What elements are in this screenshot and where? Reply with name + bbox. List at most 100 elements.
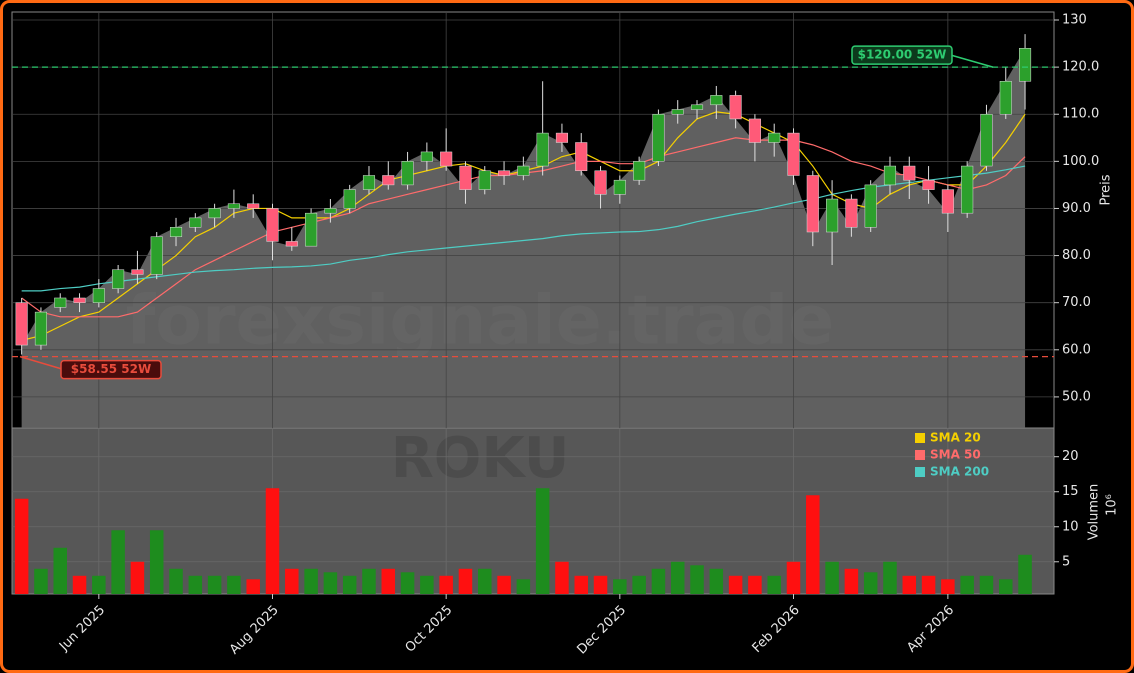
y-axis-label: Preis [1099, 174, 1114, 205]
volume-bar [960, 575, 974, 594]
level-label-box [60, 359, 162, 380]
legend-label: SMA 50 [930, 448, 981, 462]
legend-label: SMA 200 [930, 465, 989, 479]
candle-body [690, 104, 704, 110]
candle-body [922, 179, 935, 190]
candle-body [324, 208, 337, 214]
volume-bar [130, 561, 145, 594]
candle-body [305, 212, 318, 247]
volume-bar [863, 572, 878, 594]
y-tick-label: 100.0 [1062, 154, 1099, 169]
candle-body [729, 95, 742, 120]
legend-swatch [915, 467, 925, 477]
volume-bar [92, 575, 106, 594]
volume-bar [400, 572, 415, 594]
candle-body [864, 184, 877, 228]
y-tick-label: 20 [1062, 449, 1079, 464]
volume-bar [613, 579, 627, 594]
candle-body [536, 132, 549, 167]
candle-body [710, 95, 723, 106]
volume-bar [670, 561, 685, 594]
y-tick-label: 90.0 [1062, 201, 1091, 216]
candle-body [382, 175, 395, 186]
volume-bar [632, 575, 646, 594]
candle-body [652, 113, 665, 162]
volume-bar [381, 568, 396, 594]
volume-bar [941, 579, 955, 594]
volume-bar [72, 575, 87, 594]
candle-body [517, 165, 530, 176]
candle-body [169, 227, 183, 237]
candle-body [73, 297, 86, 303]
y-tick-label: 50.0 [1062, 389, 1091, 404]
y-tick-label: 15 [1062, 484, 1079, 499]
candle-body [999, 81, 1012, 115]
volume-bar [902, 575, 917, 594]
candle-body [671, 109, 684, 115]
candle-body [54, 297, 67, 308]
volume-bar [806, 495, 820, 594]
legend-swatch [915, 450, 925, 460]
level-arrow [19, 355, 65, 371]
candle-body [941, 189, 954, 214]
legend-swatch [915, 433, 925, 443]
candle-body [362, 175, 376, 190]
volume-bar [786, 561, 801, 594]
candle-body [343, 189, 356, 209]
volume-bar [921, 575, 936, 594]
volume-bar [420, 575, 434, 594]
volume-bar [53, 547, 67, 594]
candle-body [150, 236, 163, 275]
candle-body [961, 165, 974, 214]
volume-bar [34, 568, 48, 594]
candle-body [208, 208, 221, 219]
volume-bar [188, 575, 203, 594]
y-axis-label: Volumen [1087, 484, 1102, 541]
candle-body [189, 217, 202, 228]
volume-bar [14, 498, 29, 594]
candle-body [883, 165, 897, 186]
volume-bar [748, 575, 762, 594]
candle-body [555, 132, 568, 143]
volume-bar [304, 568, 318, 594]
level-label-box [851, 45, 953, 65]
candle-body [613, 179, 626, 195]
volume-bar [767, 575, 781, 594]
volume-bar [651, 568, 666, 594]
candle-body [768, 132, 781, 143]
volume-bar [169, 568, 183, 594]
volume-bar [709, 568, 724, 594]
candle-body [787, 132, 800, 176]
candle-body [980, 113, 993, 167]
volume-bar [478, 568, 492, 594]
volume-bar [535, 488, 550, 594]
volume-bar [265, 488, 280, 594]
candle-body [247, 203, 260, 209]
candle-body [285, 241, 298, 247]
volume-bar [149, 530, 164, 594]
legend-label: SMA 20 [930, 431, 981, 445]
candle-body [575, 142, 588, 172]
volume-bar [593, 575, 608, 594]
volume-bar [207, 575, 222, 594]
y-tick-label: 130 [1062, 13, 1087, 28]
candle-body [459, 165, 472, 190]
candle-body [15, 302, 28, 346]
volume-bar [1018, 554, 1032, 594]
level-arrow [950, 54, 994, 68]
candle-body [478, 170, 491, 190]
volume-bar [227, 575, 241, 594]
candle-body [633, 161, 646, 181]
volume-bar [555, 561, 569, 594]
candle-body [266, 208, 279, 242]
candle-body [498, 170, 511, 176]
candle-body [401, 161, 414, 186]
volume-bar [111, 530, 125, 594]
volume-bar [844, 568, 859, 594]
candle-body [420, 151, 433, 162]
volume-bar [323, 572, 338, 594]
volume-bar [883, 561, 897, 594]
volume-bar [690, 565, 704, 594]
y-tick-label: 60.0 [1062, 342, 1091, 357]
volume-bar [516, 579, 531, 594]
